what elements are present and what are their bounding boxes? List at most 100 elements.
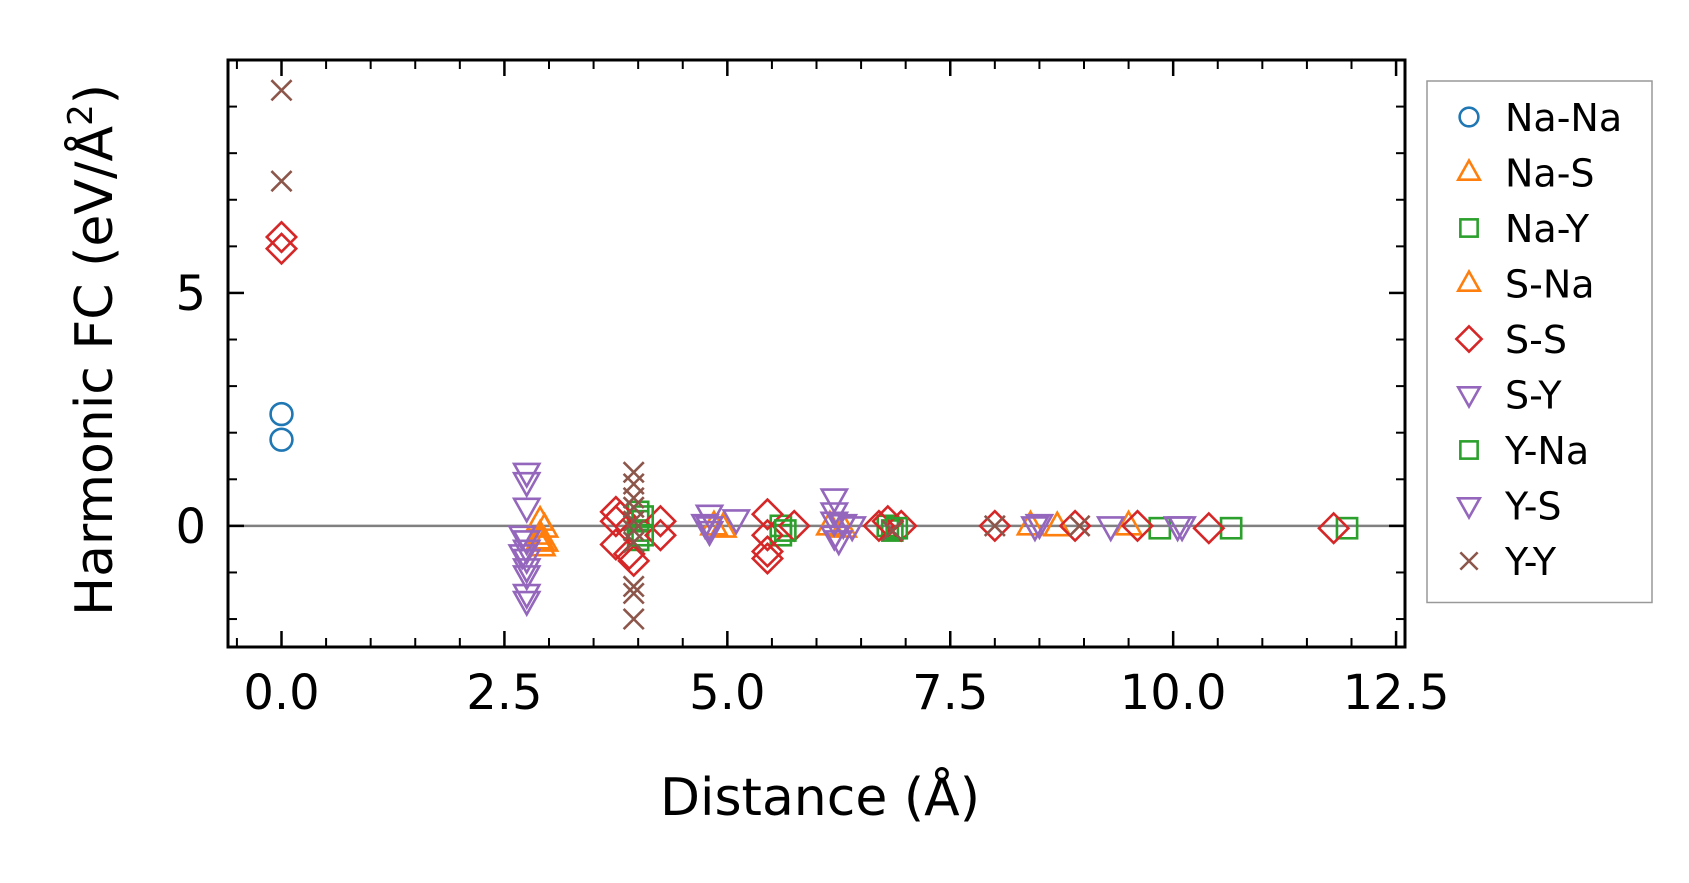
legend-marker-y-y	[1459, 551, 1479, 571]
legend-marker-na-na	[1458, 106, 1480, 128]
x-tick-label: 5.0	[689, 665, 765, 721]
y-axis-title-superscript: 2	[61, 104, 101, 126]
data-point	[750, 518, 784, 552]
data-point	[269, 401, 294, 427]
data-point	[511, 497, 542, 524]
data-point	[511, 590, 542, 618]
data-point	[511, 462, 542, 489]
data-point	[837, 516, 867, 543]
data-point	[270, 170, 293, 193]
plot-frame	[226, 58, 1407, 649]
data-point	[643, 504, 677, 538]
series-s-s	[264, 220, 1351, 578]
legend-marker-na-y	[1459, 218, 1479, 238]
data-point	[1335, 516, 1359, 540]
data-point	[617, 544, 651, 578]
data-point	[721, 509, 752, 536]
data-point	[694, 516, 725, 543]
y-axis-title-main: Harmonic FC (eV/Å	[63, 125, 125, 616]
data-point	[622, 486, 645, 509]
data-point	[983, 514, 1006, 537]
legend-marker-s-s	[1454, 324, 1484, 354]
legend-marker-y-s	[1455, 496, 1483, 521]
data-point	[750, 497, 784, 531]
x-axis-title: Distance (Å)	[660, 766, 980, 828]
data-point	[1167, 516, 1197, 543]
data-point	[1095, 516, 1126, 543]
data-point	[264, 232, 299, 266]
legend-label: Na-Na	[1505, 96, 1622, 140]
data-point	[885, 516, 909, 540]
data-point	[1219, 516, 1243, 540]
data-point	[631, 523, 655, 547]
data-point	[269, 427, 294, 452]
legend-label: Y-S	[1504, 485, 1562, 529]
data-point	[511, 530, 542, 557]
data-point	[529, 511, 560, 538]
x-tick-label: 10.0	[1120, 665, 1227, 721]
legend-label: Na-S	[1505, 152, 1595, 196]
legend-marker-y-na	[1459, 440, 1479, 460]
data-point	[819, 525, 850, 552]
data-point	[1120, 509, 1155, 543]
data-point	[511, 548, 542, 576]
data-point	[1068, 514, 1091, 537]
data-point	[264, 220, 299, 254]
data-point	[1317, 511, 1351, 545]
data-point	[622, 608, 645, 631]
data-point	[819, 511, 850, 538]
data-point	[507, 525, 538, 552]
data-point	[529, 525, 560, 552]
plot-area	[228, 79, 1405, 631]
legend-marker-s-y	[1455, 385, 1483, 410]
data-point	[622, 510, 645, 533]
series-s-y	[511, 462, 1197, 618]
legend-label: S-Y	[1505, 374, 1562, 418]
data-point	[881, 519, 904, 542]
data-point	[828, 513, 859, 541]
data-point	[622, 582, 645, 605]
x-tick-label: 7.5	[912, 665, 988, 721]
data-point	[1192, 511, 1226, 545]
y-tick-label: 0	[175, 499, 206, 555]
data-point	[622, 461, 645, 484]
legend-label: Y-Y	[1504, 540, 1557, 584]
data-point	[507, 544, 538, 571]
data-point	[643, 518, 677, 552]
data-point	[511, 565, 542, 592]
y-axis-title-close: )	[65, 84, 125, 104]
series-y-s	[507, 513, 1193, 571]
data-point	[978, 509, 1012, 543]
x-tick-label: 12.5	[1343, 665, 1450, 721]
x-tick-label: 2.5	[466, 665, 542, 721]
series-na-na	[269, 401, 294, 452]
data-point	[690, 513, 720, 541]
data-point	[511, 471, 542, 499]
axes: 0.0 2.5 5.0 7.5 10.0 12.5 0 5	[175, 58, 1450, 721]
data-point	[622, 531, 645, 554]
legend-label: S-Na	[1505, 263, 1595, 307]
legend: Na-Na Na-S Na-Y S-Na S-S S-Y Y-Na Y-S Y-Y	[1426, 80, 1653, 604]
data-point	[1162, 516, 1193, 543]
data-point	[1024, 513, 1055, 541]
data-point	[773, 519, 797, 542]
data-point	[1020, 516, 1050, 543]
legend-marker-na-s	[1455, 157, 1483, 181]
legend-label: S-S	[1505, 318, 1567, 362]
y-tick-label: 5	[175, 266, 206, 322]
x-tick-label: 0.0	[243, 665, 319, 721]
series-y-y	[270, 79, 1091, 631]
data-point	[622, 575, 645, 598]
data-point	[819, 488, 850, 515]
data-point	[750, 541, 784, 576]
data-point	[1113, 509, 1144, 536]
legend-label: Na-Y	[1505, 207, 1590, 251]
data-point	[270, 79, 293, 102]
y-axis-title: Harmonic FC (eV/Å2)	[61, 84, 125, 616]
data-point	[750, 534, 784, 569]
data-point	[511, 583, 542, 611]
data-point	[862, 509, 896, 543]
legend-label: Y-Na	[1504, 429, 1589, 473]
legend-marker-s-na	[1455, 268, 1483, 293]
